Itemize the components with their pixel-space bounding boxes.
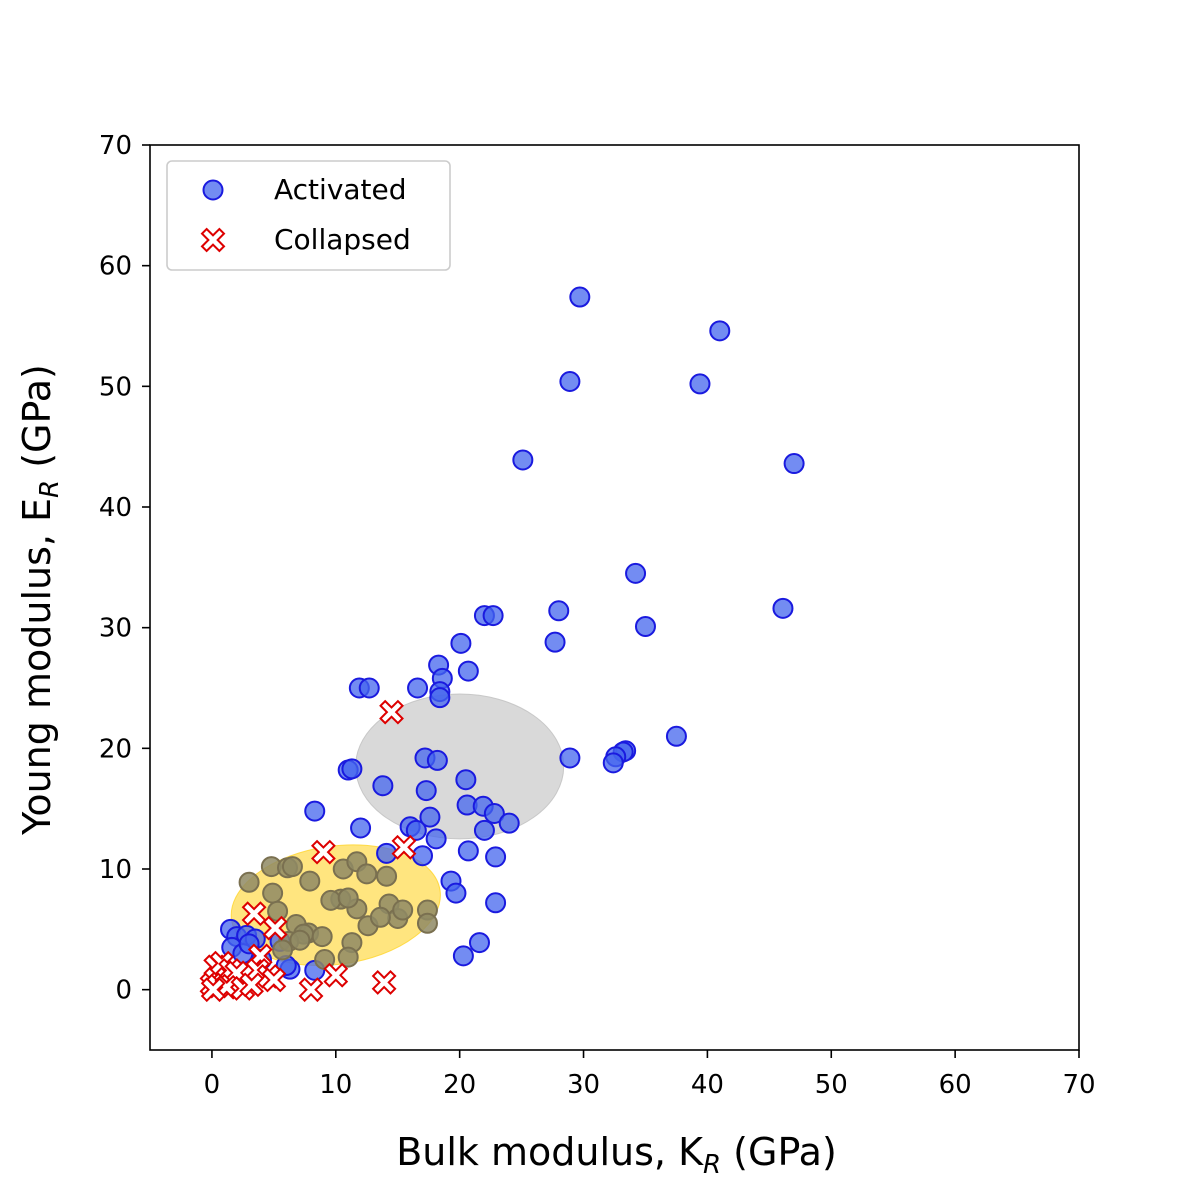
activated-point [429,687,451,709]
x-tick-label: 50 [815,1070,848,1100]
legend-collapsed-label: Collapsed [274,223,411,256]
activated-point [473,819,495,841]
activated-point [512,449,534,471]
collapsed-point [391,834,417,860]
x-tick-label: 40 [691,1070,724,1100]
activated-point [262,882,284,904]
collapsed-point [298,977,324,1003]
activated-point [665,725,687,747]
activated-point [238,871,260,893]
activated-point [455,769,477,791]
activated-point [559,371,581,393]
activated-point [419,806,441,828]
activated-point [569,286,591,308]
activated-point [450,632,472,654]
activated-point [320,889,342,911]
activated-point [548,600,570,622]
axes: 0 10 20 30 40 50 60 70 0 10 20 30 40 50 60 70 [99,131,1096,1100]
activated-point [272,939,294,961]
activated-point [559,747,581,769]
legend-activated-label: Activated [274,173,407,206]
activated-point [372,775,394,797]
collapsed-point [262,915,288,941]
activated-point [412,845,434,867]
activated-point [358,677,380,699]
activated-point [498,812,520,834]
activated-point [405,819,427,841]
x-tick-label: 0 [204,1070,221,1100]
x-axis-title: Bulk modulus, KR (GPa) [396,1130,837,1180]
y-tick-label: 40 [99,493,132,523]
activated-point [689,373,711,395]
activated-point [415,780,437,802]
collapsed-point [371,970,397,995]
activated-point [482,605,504,627]
x-tick-label: 30 [567,1070,600,1100]
y-tick-label: 60 [99,252,132,282]
y-tick-label: 30 [99,614,132,644]
legend-collapsed-marker [200,227,226,253]
y-tick-label: 20 [99,734,132,764]
activated-point [452,945,474,967]
collapsed-point [310,839,336,865]
activated-point [341,758,363,780]
activated-point [425,828,447,850]
activated-point [289,929,311,951]
activated-point [299,870,321,892]
activated-point [457,660,479,682]
activated-point [350,817,372,839]
y-tick-label: 0 [115,976,132,1006]
data-points [199,286,805,1003]
activated-point [369,906,391,928]
collapsed-point [261,967,287,993]
legend-box [166,160,451,271]
activated-point [407,677,429,699]
x-tick-label: 60 [939,1070,972,1100]
x-tick-label: 20 [443,1070,476,1100]
activated-point [416,912,438,934]
y-tick-label: 10 [99,855,132,885]
x-tick-label: 10 [319,1070,352,1100]
collapsed-point [200,977,226,1003]
activated-point [281,856,303,878]
legend-activated-marker [202,179,224,201]
activated-point [483,802,505,824]
activated-point [392,899,414,921]
legend: Activated Collapsed [166,160,451,271]
activated-point [376,865,398,887]
activated-point [485,846,507,868]
activated-point [625,562,647,584]
activated-point [337,946,359,968]
collapsed-point [239,972,264,998]
activated-point [602,752,624,774]
collapsed-point [379,699,404,725]
activated-point [457,840,479,862]
activated-point [267,900,289,922]
y-tick-label: 70 [99,131,132,161]
activated-point [337,887,359,909]
activated-point [311,926,333,948]
activated-point [426,749,448,771]
activated-point [304,800,326,822]
activated-point [772,597,794,619]
collapsed-point [323,962,349,988]
y-axis-title: Young modulus, ER (GPa) [15,364,65,836]
activated-point [356,863,378,885]
activated-point [709,320,731,342]
activated-point [544,631,566,653]
activated-point [468,932,490,954]
collapsed-point [241,901,267,927]
x-tick-label: 70 [1062,1070,1095,1100]
activated-point [445,882,467,904]
activated-point [634,615,656,637]
plot-frame [149,144,1080,1051]
y-tick-label: 50 [99,372,132,402]
axis-titles: Bulk modulus, KR (GPa) Young modulus, ER … [15,364,837,1180]
activated-point [485,892,507,914]
activated-point [783,453,805,475]
